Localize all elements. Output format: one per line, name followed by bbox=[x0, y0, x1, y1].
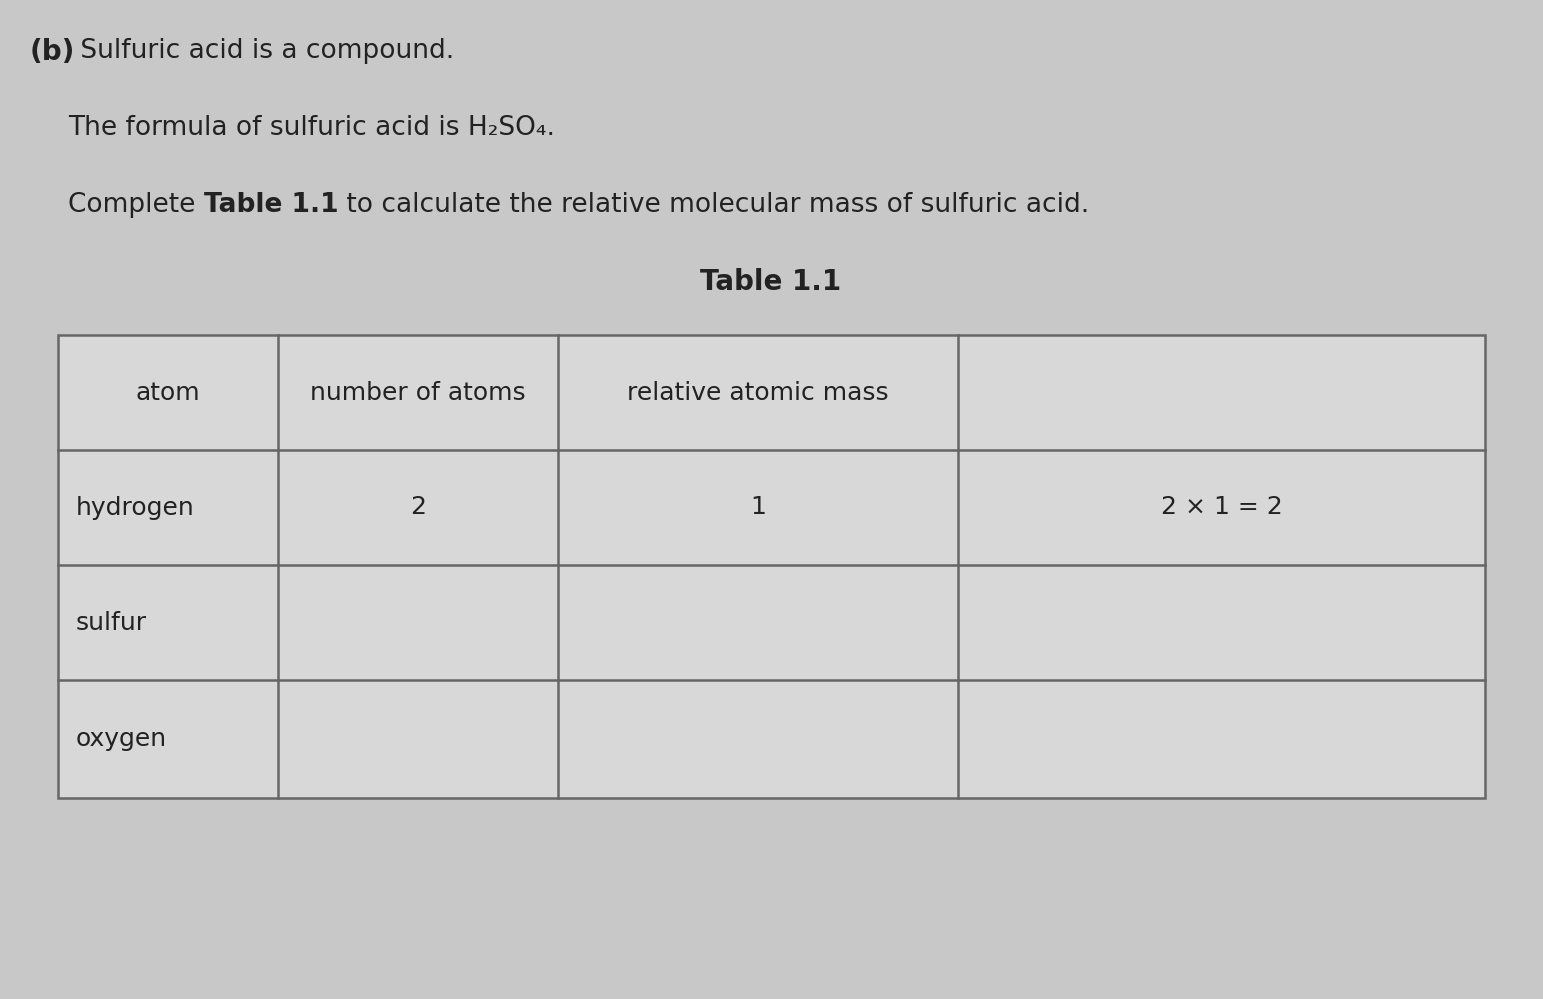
Text: 2 × 1 = 2: 2 × 1 = 2 bbox=[1160, 496, 1282, 519]
Bar bbox=[59, 565, 278, 680]
Bar bbox=[59, 450, 278, 565]
Bar bbox=[278, 565, 559, 680]
Bar bbox=[278, 680, 559, 798]
Bar bbox=[958, 335, 1484, 450]
Text: The formula of sulfuric acid is H₂SO₄.: The formula of sulfuric acid is H₂SO₄. bbox=[68, 115, 555, 141]
Bar bbox=[958, 680, 1484, 798]
Bar bbox=[958, 565, 1484, 680]
Bar bbox=[59, 335, 1484, 798]
Bar bbox=[958, 450, 1484, 565]
Bar bbox=[278, 450, 559, 565]
Bar bbox=[559, 565, 958, 680]
Text: Sulfuric acid is a compound.: Sulfuric acid is a compound. bbox=[73, 38, 454, 64]
Bar bbox=[278, 335, 559, 450]
Text: number of atoms: number of atoms bbox=[310, 381, 526, 405]
Bar bbox=[59, 335, 278, 450]
Text: oxygen: oxygen bbox=[76, 727, 167, 751]
Text: to calculate the relative molecular mass of sulfuric acid.: to calculate the relative molecular mass… bbox=[338, 192, 1089, 218]
Text: 1: 1 bbox=[750, 496, 765, 519]
Bar bbox=[559, 335, 958, 450]
Text: relative atomic mass: relative atomic mass bbox=[626, 381, 889, 405]
Text: Complete: Complete bbox=[68, 192, 204, 218]
Text: Table 1.1: Table 1.1 bbox=[204, 192, 338, 218]
Text: atom: atom bbox=[136, 381, 201, 405]
Text: (b): (b) bbox=[29, 38, 76, 66]
Text: 2: 2 bbox=[410, 496, 426, 519]
Text: sulfur: sulfur bbox=[76, 610, 147, 634]
Bar bbox=[59, 680, 278, 798]
Text: hydrogen: hydrogen bbox=[76, 496, 194, 519]
Text: Table 1.1: Table 1.1 bbox=[701, 268, 841, 296]
Bar bbox=[559, 680, 958, 798]
Bar bbox=[559, 450, 958, 565]
